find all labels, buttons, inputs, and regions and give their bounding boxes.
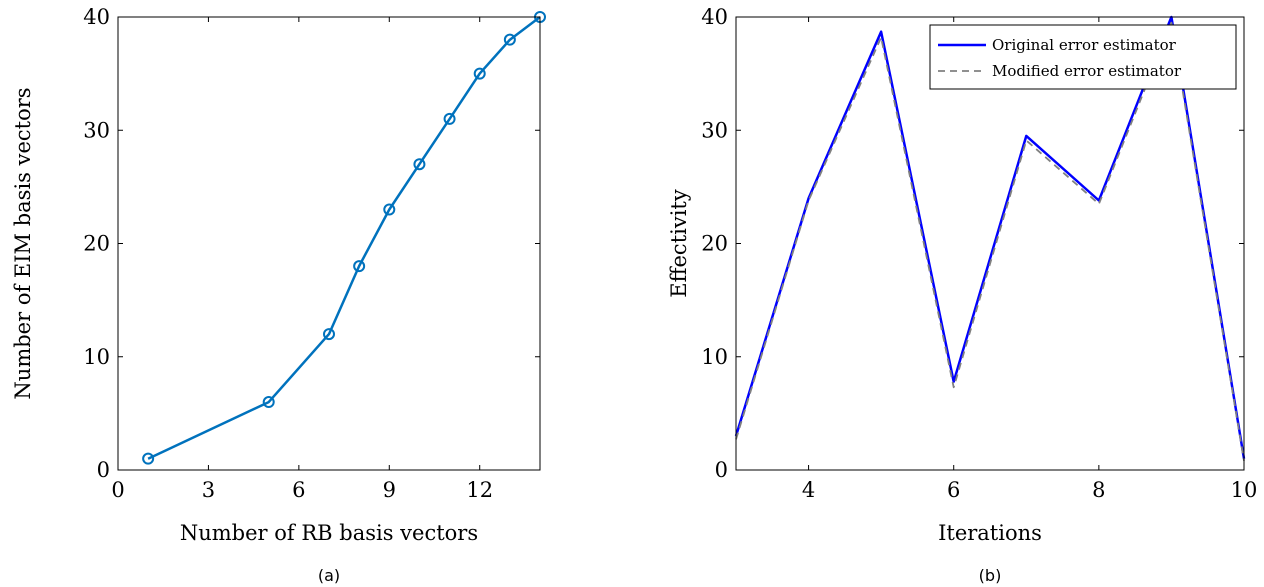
y-tick-label: 20 — [83, 232, 110, 256]
x-tick-label: 8 — [1092, 478, 1105, 502]
x-tick-label: 9 — [383, 478, 396, 502]
y-tick-label: 30 — [83, 118, 110, 142]
y-tick-label: 40 — [83, 5, 110, 29]
chart-a-x-axis-label: Number of RB basis vectors — [180, 521, 478, 545]
chart-b: 4 6 8 10 0 10 20 30 40 Original error estimator … — [667, 5, 1257, 585]
chart-a-ticks: 0 3 6 9 12 0 10 20 30 40 — [83, 5, 540, 502]
y-tick-label: 0 — [715, 458, 728, 482]
y-tick-label: 30 — [701, 118, 728, 142]
data-point — [353, 260, 366, 273]
x-tick-label: 6 — [292, 478, 305, 502]
series-line-0 — [147, 16, 541, 460]
x-tick-label: 12 — [466, 478, 493, 502]
data-point — [473, 67, 486, 80]
data-point — [323, 328, 335, 341]
x-tick-label: 4 — [802, 478, 815, 502]
y-tick-label: 10 — [701, 345, 728, 369]
chart-b-legend: Original error estimator Modified error … — [929, 24, 1237, 90]
x-tick-label: 10 — [1231, 478, 1258, 502]
y-tick-label: 20 — [701, 232, 728, 256]
chart-a-frame — [117, 16, 541, 471]
y-tick-label: 40 — [701, 5, 728, 29]
x-tick-label: 3 — [202, 478, 215, 502]
data-point — [503, 33, 516, 46]
y-tick-label: 0 — [97, 458, 110, 482]
chart-b-ticks: 4 6 8 10 0 10 20 30 40 — [701, 5, 1257, 502]
data-point — [413, 158, 426, 171]
data-point — [383, 203, 396, 216]
y-tick-label: 10 — [83, 345, 110, 369]
legend-box — [929, 24, 1237, 90]
data-point — [142, 452, 155, 465]
legend-label-modified: Modified error estimator — [992, 62, 1182, 80]
chart-a-y-axis-label: Number of EIM basis vectors — [11, 87, 35, 399]
x-tick-label: 0 — [111, 478, 124, 502]
data-point — [262, 396, 275, 409]
chart-b-y-axis-label: Effectivity — [667, 189, 691, 298]
legend-label-original: Original error estimator — [992, 36, 1177, 54]
data-point — [443, 112, 456, 125]
chart-b-caption: (b) — [979, 566, 1002, 585]
x-tick-label: 6 — [947, 478, 960, 502]
chart-a: 0 3 6 9 12 0 10 20 30 40 Number of RB basis vecto… — [11, 5, 546, 585]
chart-a-marks — [142, 11, 546, 465]
chart-a-caption: (a) — [318, 566, 340, 585]
chart-b-x-axis-label: Iterations — [938, 521, 1042, 545]
